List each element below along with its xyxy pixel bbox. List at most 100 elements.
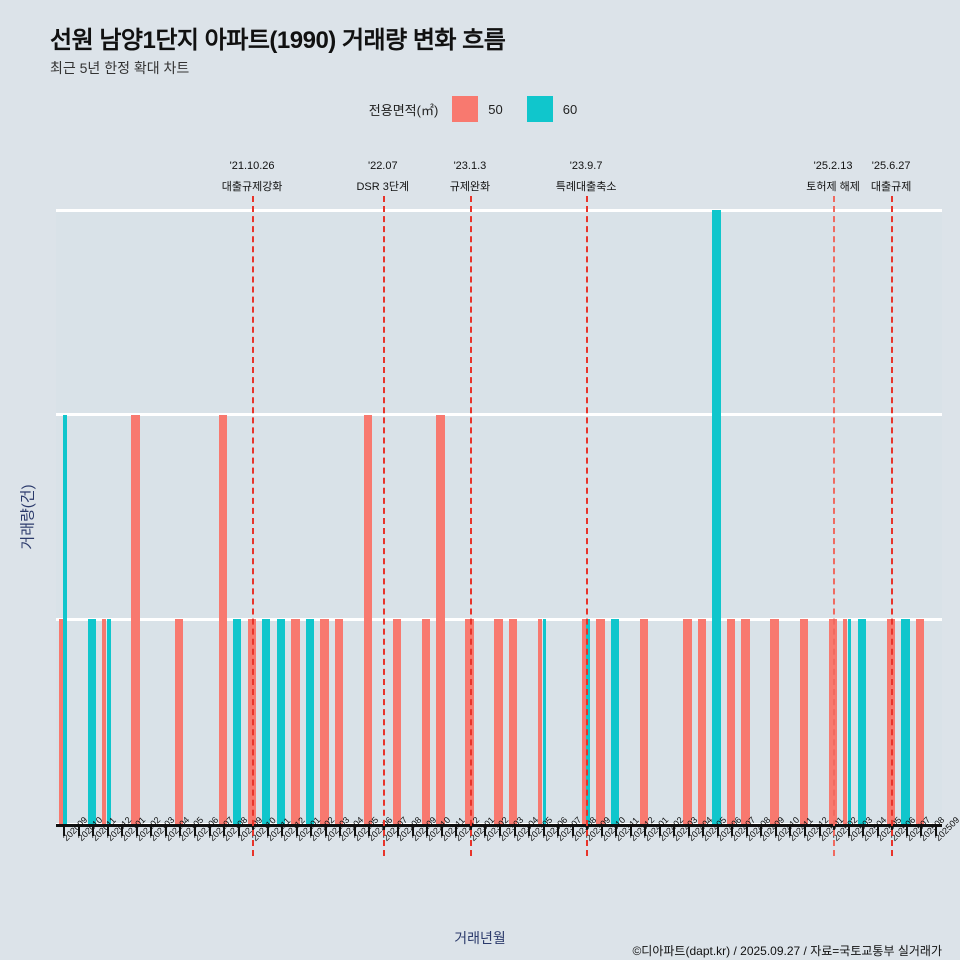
legend-swatch-60 [526,96,553,122]
x-axis-tick [339,827,342,836]
bar [639,619,649,824]
x-axis-tick [920,827,923,836]
bar [741,619,750,824]
x-axis-tick [499,827,501,836]
bar [799,619,808,824]
bar [262,619,271,824]
x-axis-tick [542,827,545,836]
x-axis-tick [353,827,356,836]
bar [596,619,605,824]
x-axis-tick [455,827,458,836]
event-annotation: '23.1.3 규제완화 [450,160,490,194]
x-axis-tick [600,827,603,836]
bar [320,619,329,824]
x-axis-title: 거래년월 [454,930,506,946]
x-axis-tick [295,827,298,836]
x-axis-tick [397,827,400,836]
x-axis-tick [237,827,240,836]
event-date: '25.6.27 [871,160,911,172]
event-marker-line [469,196,472,856]
x-axis-tick [63,827,66,836]
x-axis-tick [164,827,167,836]
x-axis-tick [179,827,182,836]
bar [247,619,256,824]
x-axis-tick [193,827,196,836]
event-date: '23.1.3 [453,160,487,172]
x-axis-tick [557,827,560,836]
x-axis-tick [223,827,226,836]
x-axis-tick [804,827,807,836]
bar [726,619,736,824]
x-axis-tick [687,827,690,836]
bar [581,619,586,824]
legend: 전용면적(㎡) 50 60 [0,96,960,122]
event-marker-line [586,196,589,856]
bar [291,619,300,824]
x-axis-line [56,824,942,827]
x-axis-tick [862,827,865,836]
page-title: 선원 남양1단지 아파트(1990) 거래량 변화 흐름 [50,27,506,54]
event-marker-line [891,196,894,856]
event-annotation: '25.6.27 대출규제 [871,160,911,194]
bar [697,619,707,824]
x-axis-tick [673,827,676,836]
bar [509,619,518,824]
x-axis-tick [571,827,574,836]
gridline [56,413,942,417]
x-axis-tick [934,827,937,836]
bar [218,414,227,824]
event-text: 토허제 해제 [806,181,860,193]
x-axis-tick [513,827,516,836]
x-axis-tick [484,827,487,836]
x-axis-tick [716,827,719,836]
event-date: '23.9.7 [569,160,603,172]
event-annotation: '22.07 DSR 3단계 [356,160,409,194]
bar-series-container [56,210,942,824]
page-subtitle: 최근 5년 한정 확대 차트 [50,60,190,76]
event-date: '25.2.13 [813,160,853,172]
bar [465,619,474,824]
x-axis-tick [77,827,80,836]
gridline [56,208,942,212]
legend-title: 전용면적(㎡) [368,102,439,118]
event-annotation: '23.9.7 특례대출축소 [556,160,617,194]
x-axis-tick [760,827,763,836]
x-axis-tick [324,827,327,836]
event-text: 대출규제강화 [221,181,283,193]
legend-label-60: 60 [562,101,578,117]
y-axis-label-wrap: 거래량(건) [4,210,37,824]
bar [233,619,242,824]
x-axis-tick [92,827,95,836]
bar [102,619,107,824]
x-axis-tick [818,827,821,836]
x-axis-tick [310,827,313,836]
bar [63,414,68,824]
x-axis-tick [847,827,850,836]
x-axis-tick [774,827,777,836]
x-axis-tick [629,827,632,836]
bar [886,619,896,824]
bar [392,619,402,824]
x-axis-tick [702,827,705,836]
bar [421,619,431,824]
legend-label-50: 50 [488,101,503,117]
x-axis-tick [411,827,414,836]
bar [538,619,542,824]
bar [843,619,847,824]
x-axis-tick [440,827,443,836]
bar [610,619,620,824]
x-axis-tick [266,827,269,836]
x-axis-tick [745,827,748,836]
x-axis-tick [528,827,531,836]
x-axis-tick [644,827,647,836]
event-marker-line [833,196,836,856]
x-axis-tick [135,827,138,836]
event-annotation: '25.2.13 토허제 해제 [806,160,860,194]
event-date: '21.10.26 [229,160,275,172]
bar [712,210,721,824]
plot-area [56,208,942,826]
x-axis-tick [658,827,661,836]
x-axis-tick [368,827,371,836]
bar [363,414,373,824]
bar [106,619,111,824]
